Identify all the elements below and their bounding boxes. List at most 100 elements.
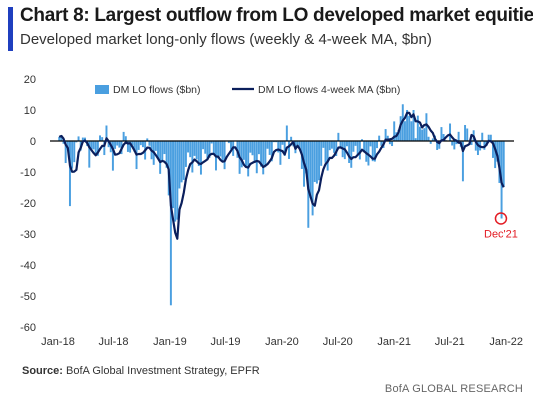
chart-subtitle: Developed market long-only flows (weekly… [20,31,432,48]
flow-bar [354,141,357,146]
flow-bar [425,113,428,141]
flow-bar [139,141,142,146]
y-tick-label: -10 [20,167,36,179]
x-tick-label: Jan-22 [489,336,523,348]
flow-bar [60,135,63,141]
x-tick-label: Jul-21 [435,336,465,348]
flow-bar [285,125,288,141]
x-tick-label: Jan-19 [153,336,187,348]
flow-bar [172,141,175,209]
flow-bar [96,141,99,156]
flow-bar [487,134,490,141]
flow-bar [264,141,267,168]
flow-bar [455,141,458,145]
flow-bar [184,141,187,167]
flow-bar [268,141,271,155]
flow-bar [461,141,464,182]
flow-bar [161,141,164,161]
flow-bar [410,121,413,141]
flow-bar [438,141,441,149]
flow-bar [230,141,232,150]
flow-bar [412,110,415,141]
flow-bar [260,141,263,167]
flow-bar [431,138,434,141]
flow-bar [111,141,114,171]
flow-bar [365,141,368,162]
flow-bar [191,141,194,173]
y-tick-label: 0 [30,136,36,148]
flow-bar [333,141,336,153]
flow-bar [266,141,269,149]
x-tick-label: Jul-18 [99,336,129,348]
flow-bar [114,141,117,149]
flow-bar [157,141,159,159]
flow-bar [328,141,331,151]
flow-bar [242,141,245,160]
legend-label-ma: DM LO flows 4-week MA ($bn) [258,84,400,96]
flow-bar [81,137,84,141]
flow-bar [124,136,127,141]
flow-bar [324,141,327,163]
flow-bar [470,141,473,145]
flow-bar [212,141,215,155]
flow-bar [339,141,342,148]
flow-bar [62,141,65,144]
flow-bar [64,141,67,164]
flow-bar [288,141,290,159]
x-tick-label: Jan-20 [265,336,299,348]
flow-bar [277,141,280,153]
flow-bar [427,136,430,141]
flow-bar [169,141,172,306]
y-tick-label: -40 [20,260,36,272]
flow-bar [440,127,443,141]
flow-bar [371,141,374,162]
flow-bar [208,141,211,158]
flow-bar [451,141,454,146]
flow-bar [298,141,301,150]
flow-bar [105,125,108,141]
x-tick-label: Jul-20 [323,336,353,348]
flow-bar [453,141,456,150]
ma-line [58,111,505,240]
flow-bar [159,141,162,174]
flow-bar [122,131,125,141]
legend-swatch-bars [95,85,109,94]
flow-bar [356,141,359,155]
flow-bar [247,141,250,177]
flow-bar [429,141,432,144]
flow-bar [378,135,381,141]
flow-bar [408,115,411,141]
flow-bar [249,141,252,153]
flow-bar [345,141,348,147]
flow-bar [245,141,248,167]
flow-bar [176,141,179,220]
flow-bar [163,141,166,155]
flow-bar [376,141,378,149]
flow-bar [92,141,95,150]
flow-bar [393,121,396,141]
flow-bar [90,141,93,149]
flow-bar [187,141,190,153]
flow-bar [418,126,421,141]
flow-bar [116,141,119,146]
flow-bar [68,141,71,207]
flow-bar [206,141,209,161]
flow-bar [403,121,406,141]
flow-bar [457,131,460,141]
flow-bar [131,141,134,146]
flow-bar [305,141,308,174]
flow-bar [436,141,439,150]
flow-bar [270,141,273,162]
dec21-label: Dec'21 [484,229,518,241]
flow-bar [315,141,318,184]
flow-bar [255,141,258,174]
flow-bar [257,141,260,155]
flow-bar [464,125,467,141]
flow-bar [492,141,494,158]
flow-bar [363,141,366,153]
flow-bar [318,141,321,181]
flow-bar [406,110,409,141]
flow-bar [476,141,479,156]
flow-bar [386,135,389,141]
chart-title: Chart 8: Largest outflow from LO develop… [20,5,533,26]
